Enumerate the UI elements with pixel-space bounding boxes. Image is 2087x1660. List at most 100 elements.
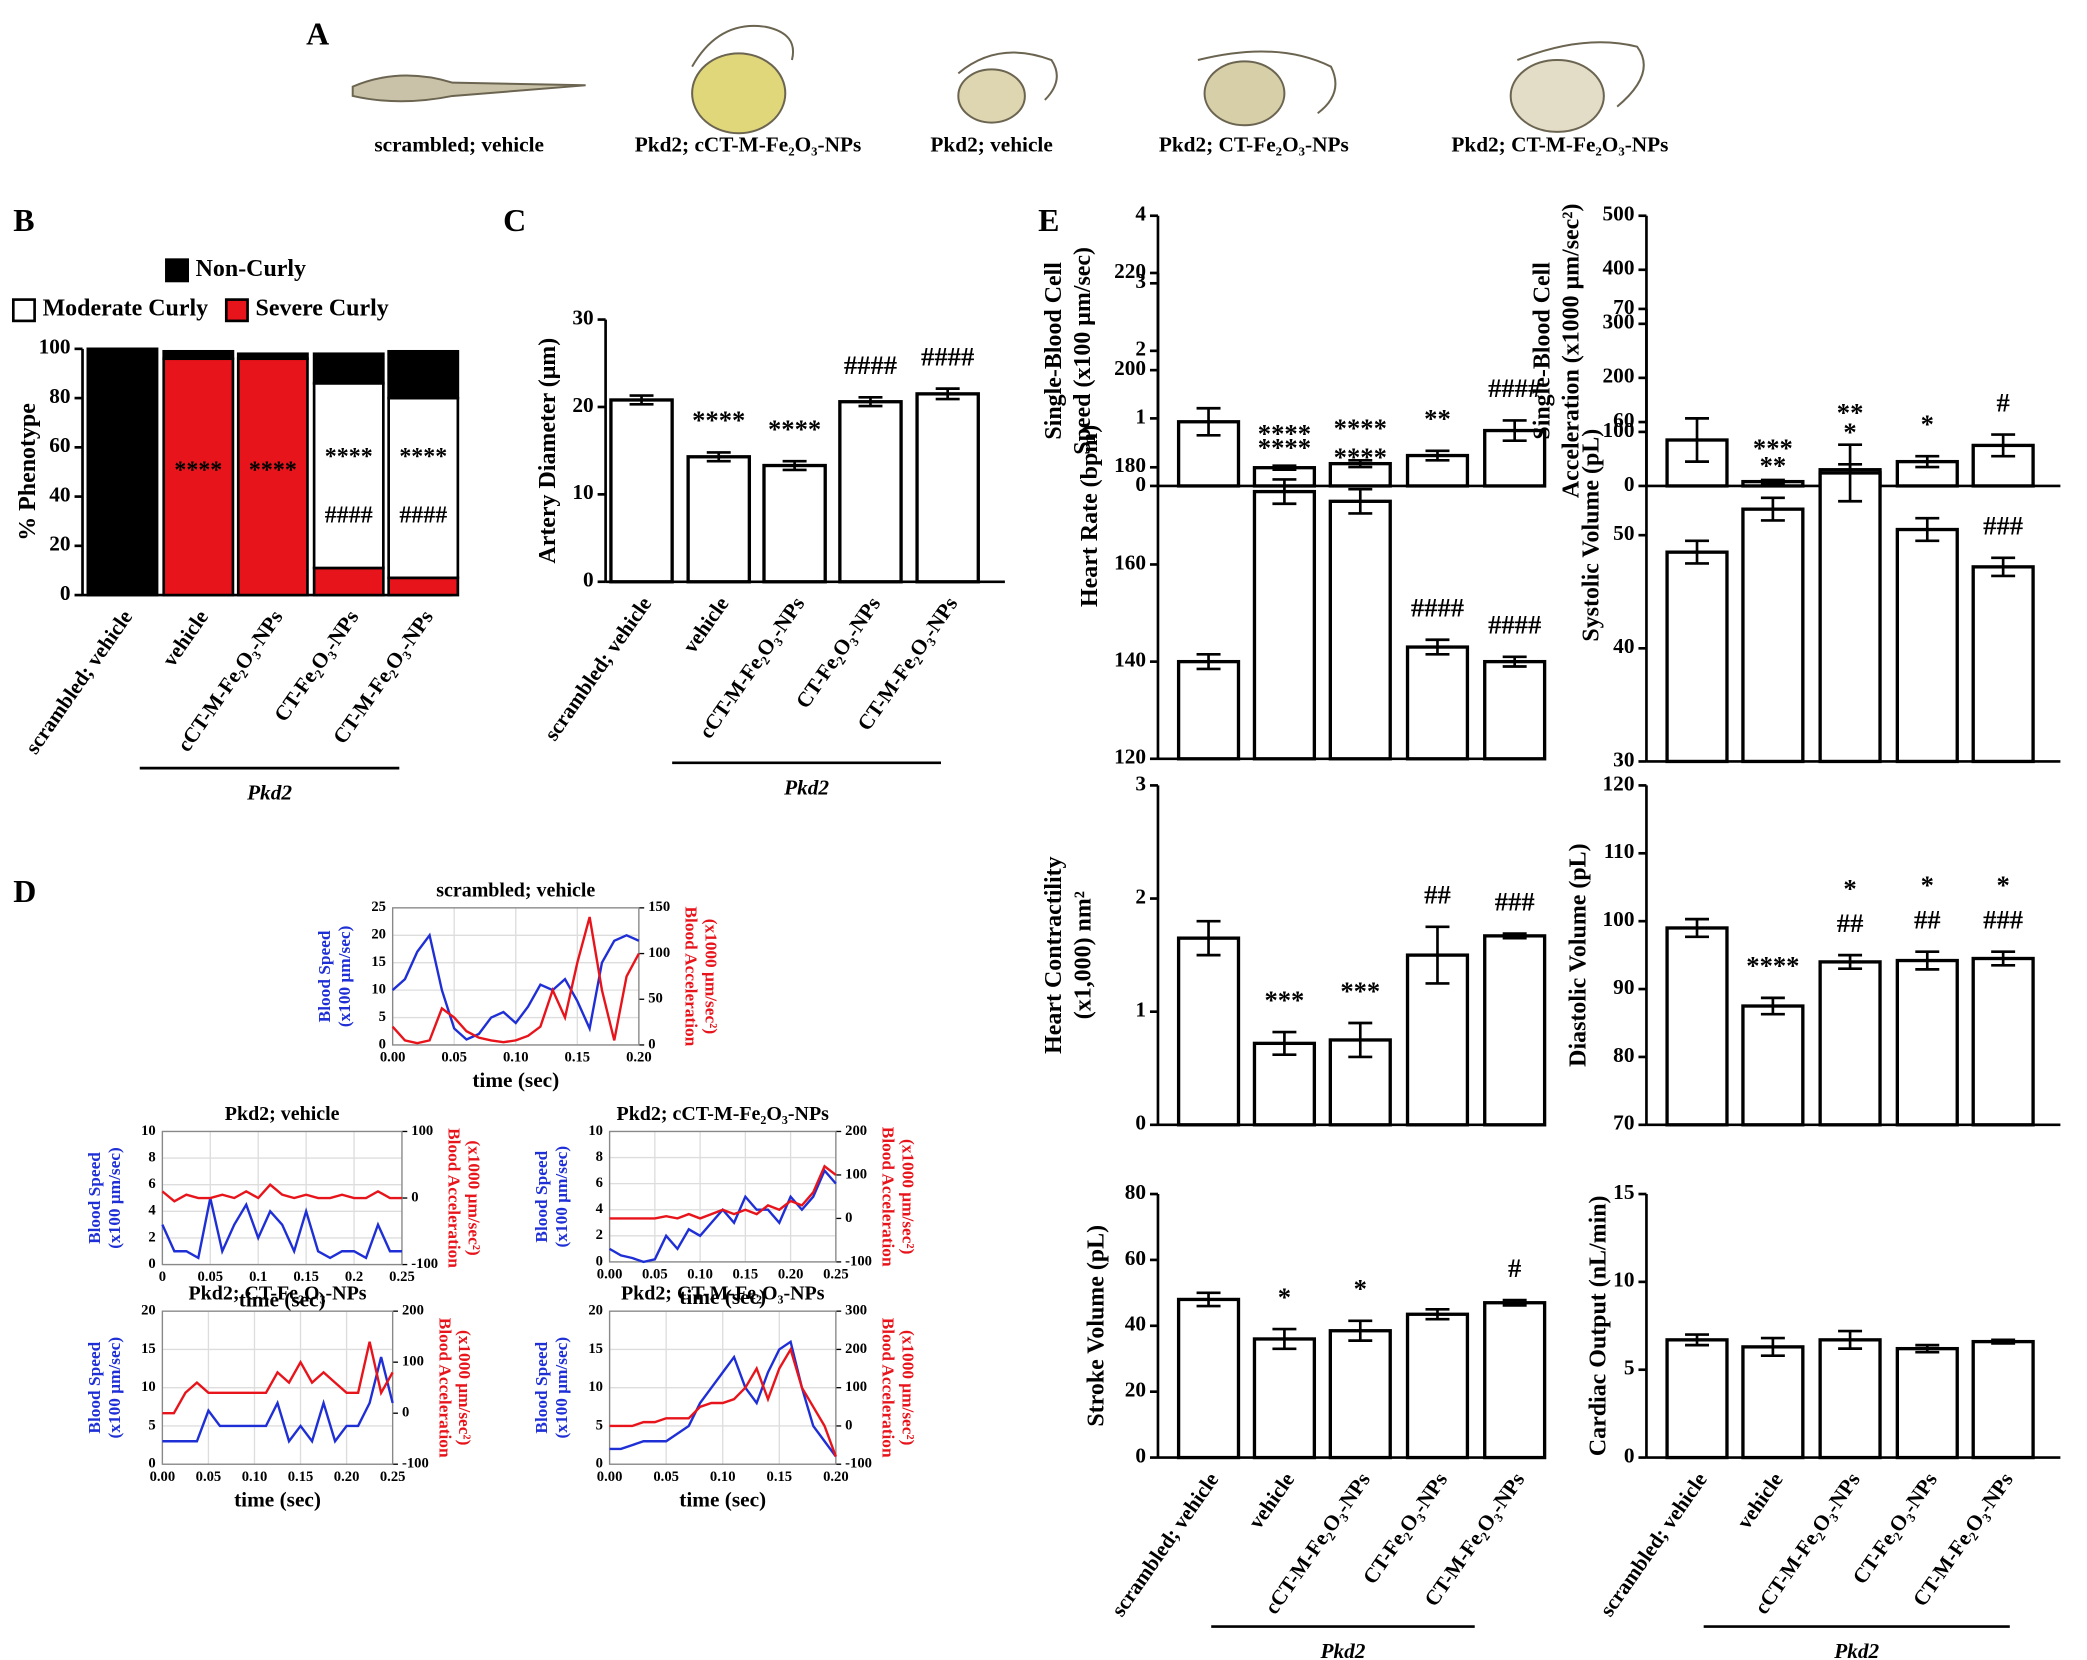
y-tick-label: 3	[1135, 269, 1146, 293]
chart-title: scrambled; vehicle	[436, 879, 595, 901]
significance: ***	[1753, 433, 1793, 463]
y2-axis-label: (x1000 μm/sec²)	[701, 919, 720, 1034]
y2-tick-label: 100	[402, 1354, 424, 1370]
bar-segment	[387, 396, 460, 580]
y2-tick-label: 200	[845, 1123, 867, 1139]
significance: *	[1278, 1282, 1291, 1312]
y-axis-label: Stroke Volume (pL)	[1084, 1225, 1110, 1427]
x-axis-label: time (sec)	[239, 1288, 326, 1312]
bar	[1176, 659, 1241, 761]
significance: ####	[399, 503, 447, 529]
y-tick-label: 10	[572, 480, 593, 504]
y-tick-label: 0	[1624, 472, 1635, 496]
y2-axis-label: Blood Acceleration	[878, 1127, 897, 1267]
legend-label: Severe Curly	[256, 296, 389, 322]
bar	[1252, 1041, 1317, 1127]
bar	[1665, 550, 1729, 764]
y-tick-label: 10	[1613, 1268, 1634, 1292]
legend-swatch	[224, 298, 249, 323]
y-tick-label: 160	[1114, 550, 1146, 574]
y-tick-label: 10	[141, 1123, 156, 1139]
x-tick-label: scrambled; vehicle	[20, 606, 137, 759]
group-label: Pkd2	[246, 781, 292, 805]
x-tick-label: 0.05	[642, 1267, 668, 1283]
bar	[1971, 565, 2035, 764]
plot-frame	[608, 1310, 837, 1465]
y-tick-label: 20	[1125, 1378, 1146, 1402]
y-tick-label: 5	[596, 1417, 603, 1433]
embryo-image	[957, 51, 1058, 101]
y2-tick-label: 0	[648, 1036, 655, 1052]
y2-tick-label: 150	[648, 899, 670, 915]
x-axis-label: time (sec)	[679, 1285, 766, 1309]
embryo-image	[957, 68, 1026, 124]
caption: Pkd2; CT-Fe₂O₃-NPs	[1159, 132, 1349, 156]
y-axis-label: Systolic Volume (pL)	[1579, 429, 1605, 642]
y2-axis-label: Blood Acceleration	[878, 1318, 897, 1458]
y-tick-label: 200	[1603, 364, 1635, 388]
y-tick-label: 100	[1603, 907, 1635, 931]
y2-tick-label: 50	[648, 991, 663, 1007]
x-tick-label: 0.2	[345, 1269, 363, 1285]
significance: ****	[1258, 432, 1311, 462]
y-tick-label: 140	[1114, 648, 1146, 672]
panel-label: B	[13, 203, 34, 238]
y-tick-label: 0	[596, 1456, 603, 1472]
caption: scrambled; vehicle	[374, 132, 544, 156]
significance: ####	[921, 341, 974, 371]
y2-axis-label: (x1000 μm/sec²)	[898, 1330, 917, 1445]
y-tick-label: 90	[1613, 975, 1634, 999]
x-tick-label: 0.10	[503, 1050, 529, 1066]
significance: **	[1424, 404, 1451, 434]
significance: ****	[1258, 419, 1311, 449]
bar	[1252, 489, 1317, 761]
x-tick-label: vehicle	[1732, 1468, 1788, 1533]
x-tick-label: 0.20	[626, 1050, 652, 1066]
bar	[1405, 645, 1470, 761]
embryo-images	[351, 24, 1645, 135]
significance: ###	[1983, 511, 2023, 541]
significance: ****	[692, 405, 745, 435]
bar	[1665, 1338, 1729, 1460]
x-tick-label: 0.25	[823, 1267, 849, 1283]
significance: ****	[768, 414, 821, 444]
y-tick-label: 15	[141, 1341, 156, 1357]
y-axis-label: (x100 μm/sec)	[552, 1337, 571, 1439]
y-tick-label: 5	[1624, 1356, 1635, 1380]
y-axis-label: Single-Blood Cell	[1041, 262, 1067, 440]
y-tick-label: 20	[49, 532, 70, 556]
bar	[1665, 926, 1729, 1127]
x-tick-label: 0.00	[597, 1469, 623, 1485]
bar	[838, 400, 903, 584]
legend-swatch	[165, 258, 190, 283]
x-tick-label: 0	[159, 1269, 166, 1285]
y2-tick-label: 200	[402, 1303, 424, 1319]
y-axis-label: % Phenotype	[15, 403, 41, 541]
embryo-image	[1203, 60, 1286, 127]
y-tick-label: 70	[1613, 295, 1634, 319]
y2-axis-label: Blood Acceleration	[435, 1318, 454, 1458]
y-axis-label: Blood Speed	[85, 1152, 104, 1244]
plot-frame	[391, 907, 640, 1046]
bar-segment	[236, 352, 309, 361]
y-axis-label: Single-Blood Cell	[1529, 262, 1555, 440]
bar	[1818, 471, 1882, 764]
y-tick-label: 8	[596, 1149, 603, 1165]
significance: *	[1921, 870, 1934, 900]
significance: ####	[1411, 593, 1464, 623]
y-tick-label: 5	[379, 1009, 386, 1025]
x-tick-label: 0.15	[293, 1269, 319, 1285]
y-tick-label: 180	[1114, 453, 1146, 477]
y2-axis-label: Blood Acceleration	[681, 907, 700, 1047]
y-tick-label: 4	[148, 1203, 156, 1219]
significance: ####	[844, 350, 897, 380]
caption: Pkd2; cCT-M-Fe₂O₃-NPs	[635, 132, 862, 156]
y-axis-label: (x100 μm/sec)	[335, 926, 354, 1028]
significance: ##	[1914, 905, 1941, 935]
y-tick-label: 2	[1135, 337, 1146, 361]
bar	[1971, 956, 2035, 1127]
y-tick-label: 50	[1613, 521, 1634, 545]
y-tick-label: 30	[572, 305, 593, 329]
bar	[1971, 443, 2035, 488]
bar	[1895, 958, 1959, 1127]
